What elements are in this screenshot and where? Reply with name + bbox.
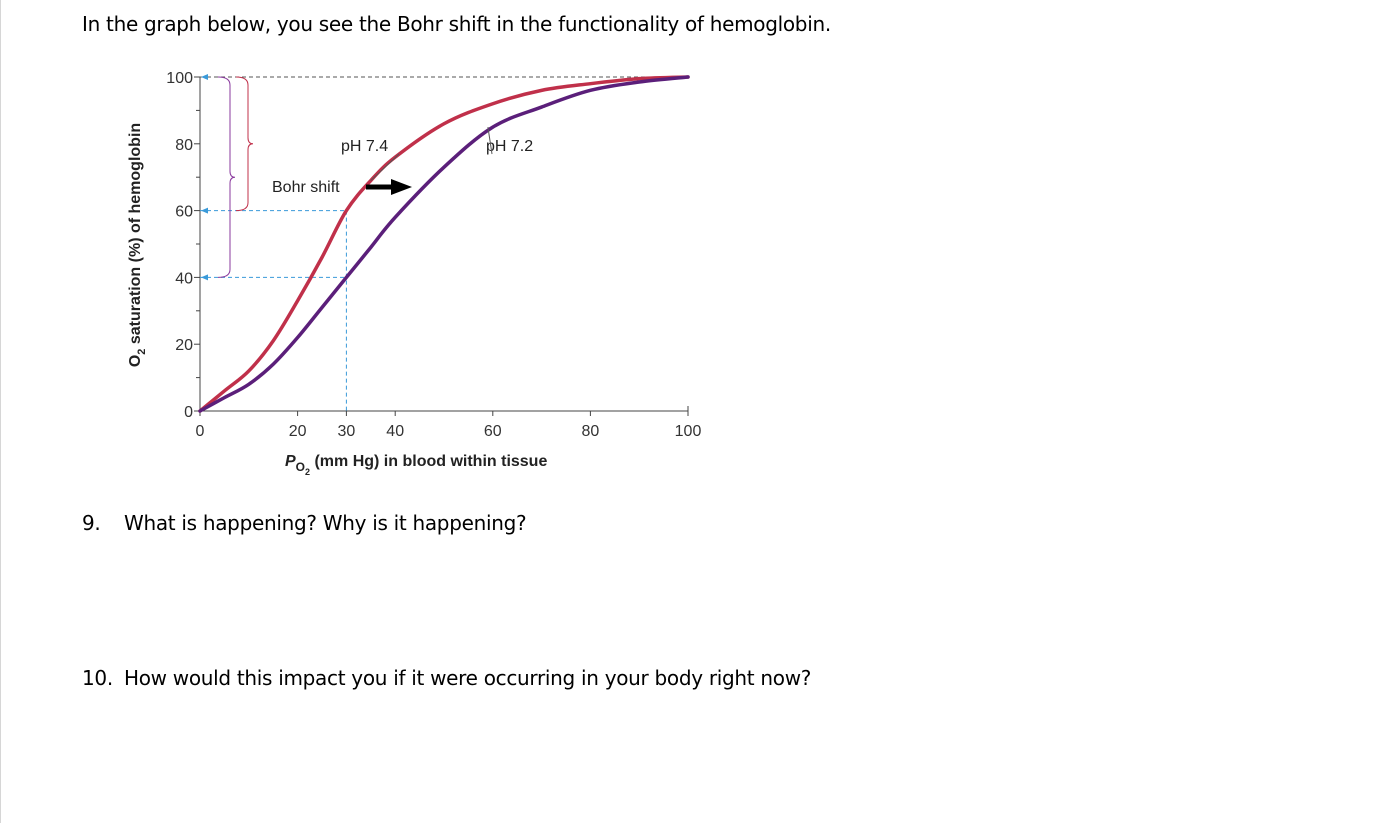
series-line-ph-7-2 — [198, 75, 690, 413]
x-axis-title: PO2 (mm Hg) in blood within tissue — [285, 453, 547, 477]
x-tick-label: 40 — [386, 423, 404, 440]
question-9-number: 9. — [82, 511, 101, 535]
x-tick-label: 100 — [675, 423, 702, 440]
guide-arrowhead — [201, 74, 208, 80]
svg-text:PO2 (mm Hg) in blood within ti: PO2 (mm Hg) in blood within tissue — [285, 453, 547, 477]
x-tick-label: 80 — [582, 423, 600, 440]
right-arrow-icon — [366, 179, 412, 195]
svg-text:O2 saturation (%) of hemoglobi: O2 saturation (%) of hemoglobin — [127, 123, 148, 367]
series-label: pH 7.2 — [486, 138, 533, 155]
y-tick-label: 20 — [175, 337, 193, 354]
series-line-ph-7-4 — [198, 75, 690, 413]
series-label: pH 7.4 — [341, 138, 388, 155]
oxygen-dissociation-chart: O2 saturation (%) of hemoglobin 02040608… — [127, 70, 702, 477]
page-edge — [0, 0, 1, 823]
saturation-brackets — [217, 76, 254, 278]
y-axis: 0 20 40 60 80 100 — [166, 70, 201, 421]
series-label-leader — [370, 153, 400, 181]
y-axis-title-main: O — [127, 355, 144, 367]
bracket-ph-7-2 — [217, 76, 236, 278]
question-9: 9. What is happening? Why is it happening… — [82, 511, 527, 535]
y-axis-title-rest: saturation (%) of hemoglobin — [127, 123, 144, 349]
y-axis-title-sub: 2 — [136, 349, 148, 355]
x-tick-label: 60 — [484, 423, 502, 440]
intro-text: In the graph below, you see the Bohr shi… — [82, 12, 831, 36]
x-axis-title-main: P — [285, 453, 296, 470]
x-tick-label: 0 — [196, 423, 205, 440]
y-axis-title: O2 saturation (%) of hemoglobin — [127, 123, 148, 367]
question-10-number: 10. — [82, 666, 113, 690]
y-tick-label: 0 — [184, 404, 193, 421]
guide-arrowhead — [201, 274, 208, 281]
x-axis-title-rest: (mm Hg) in blood within tissue — [310, 453, 547, 470]
y-tick-label: 40 — [175, 270, 193, 287]
y-tick-label: 60 — [175, 204, 193, 221]
x-axis: 0 20 30 40 60 80 100 — [196, 406, 702, 440]
y-ticks: 0 20 40 60 80 100 — [166, 70, 200, 421]
question-9-text: What is happening? Why is it happening? — [124, 511, 527, 535]
bohr-shift-label: Bohr shift — [272, 179, 340, 196]
series-label-leader — [487, 127, 493, 155]
x-ticks: 0 20 30 40 60 80 100 — [196, 406, 702, 440]
guide-lines — [200, 74, 688, 411]
x-tick-label: 30 — [338, 423, 356, 440]
x-axis-title-sub1: O — [296, 460, 305, 474]
y-tick-label: 100 — [166, 70, 193, 87]
question-10: 10. How would this impact you if it were … — [82, 666, 811, 690]
guide-arrowhead — [201, 207, 208, 214]
question-10-text: How would this impact you if it were occ… — [124, 666, 812, 690]
x-tick-label: 20 — [289, 423, 307, 440]
series-lines — [198, 75, 690, 413]
bracket-ph-7-4 — [235, 76, 254, 212]
bohr-shift-annotation: Bohr shift — [272, 179, 412, 196]
x-axis-title-sub2: 2 — [305, 467, 310, 477]
series-labels: pH 7.4 pH 7.2 — [341, 127, 533, 181]
y-tick-label: 80 — [175, 137, 193, 154]
